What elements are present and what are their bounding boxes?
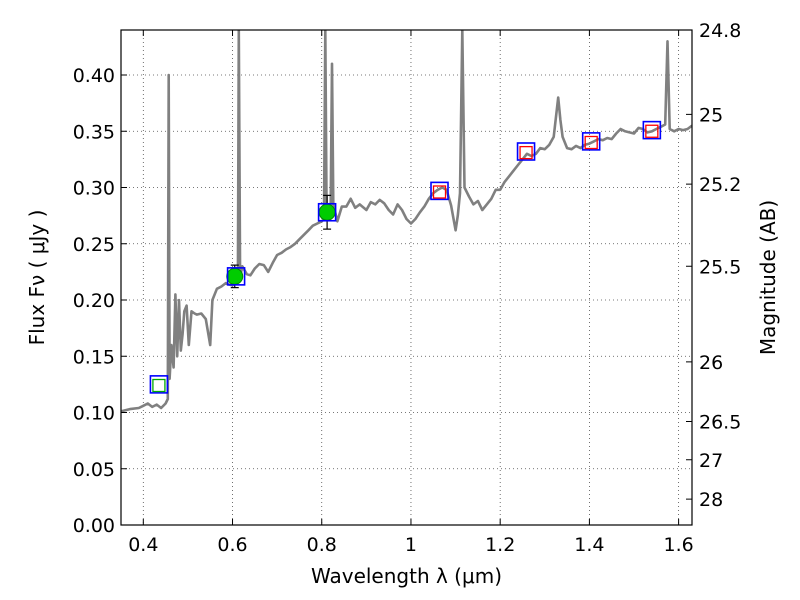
model-blue-square xyxy=(516,142,536,161)
model-blue-square xyxy=(226,267,246,286)
grid-layer xyxy=(121,30,692,526)
model-blue-square xyxy=(581,132,601,151)
x-tick-label: 1 xyxy=(405,534,417,556)
model-red-square xyxy=(432,185,447,199)
ticks-layer: 0.4 0.6 0.8 1 1.2 1.4 1.6 0.00 0.05 0.10 0.15 0.20 0… xyxy=(73,20,742,556)
model-red-square xyxy=(584,135,598,150)
spectrum-line xyxy=(121,30,692,413)
right-axis-label: Magnitude (AB) xyxy=(756,200,780,355)
right-tick-label: 28 xyxy=(699,489,723,511)
model-red-square xyxy=(519,145,533,160)
y-tick-label: 0.35 xyxy=(73,121,115,143)
x-tick-label: 1.6 xyxy=(664,534,694,556)
y-axis-label: Flux Fν ( μJy ) xyxy=(25,210,49,346)
photometry-dot xyxy=(226,267,244,285)
photometry-dot xyxy=(318,203,336,221)
y-tick-label: 0.20 xyxy=(73,290,115,312)
right-tick-label: 24.8 xyxy=(699,20,741,42)
x-tick-label: 0.6 xyxy=(217,534,247,556)
x-tick-label: 1.4 xyxy=(574,534,604,556)
series-group xyxy=(121,30,692,413)
data-layer xyxy=(121,30,692,413)
y-tick-label: 0.25 xyxy=(73,234,115,256)
right-tick-label: 25.2 xyxy=(699,174,741,196)
y-tick-label: 0.10 xyxy=(73,403,115,425)
y-tick-label: 0.05 xyxy=(73,459,115,481)
plot-frame xyxy=(120,29,693,526)
y-tick-label: 0.40 xyxy=(73,65,115,87)
right-tick-label: 26.5 xyxy=(699,412,741,434)
y-tick-label: 0.00 xyxy=(73,515,115,537)
y-tick-label: 0.30 xyxy=(73,178,115,200)
x-tick-label: 0.8 xyxy=(307,534,337,556)
y-tick-label: 0.15 xyxy=(73,346,115,368)
right-tick-label: 26 xyxy=(699,352,723,374)
right-tick-label: 25 xyxy=(699,104,723,126)
x-tick-label: 0.4 xyxy=(128,534,158,556)
model-red-square xyxy=(645,124,659,138)
x-tick-label: 1.2 xyxy=(485,534,515,556)
model-blue-square xyxy=(317,202,337,222)
right-tick-label: 27 xyxy=(699,450,723,472)
x-axis-label: Wavelength λ (μm) xyxy=(311,564,502,588)
model-blue-square xyxy=(642,120,662,140)
model-green-square xyxy=(152,378,166,393)
right-tick-label: 25.5 xyxy=(699,256,741,278)
model-blue-square xyxy=(430,181,449,201)
model-blue-square xyxy=(149,375,169,394)
